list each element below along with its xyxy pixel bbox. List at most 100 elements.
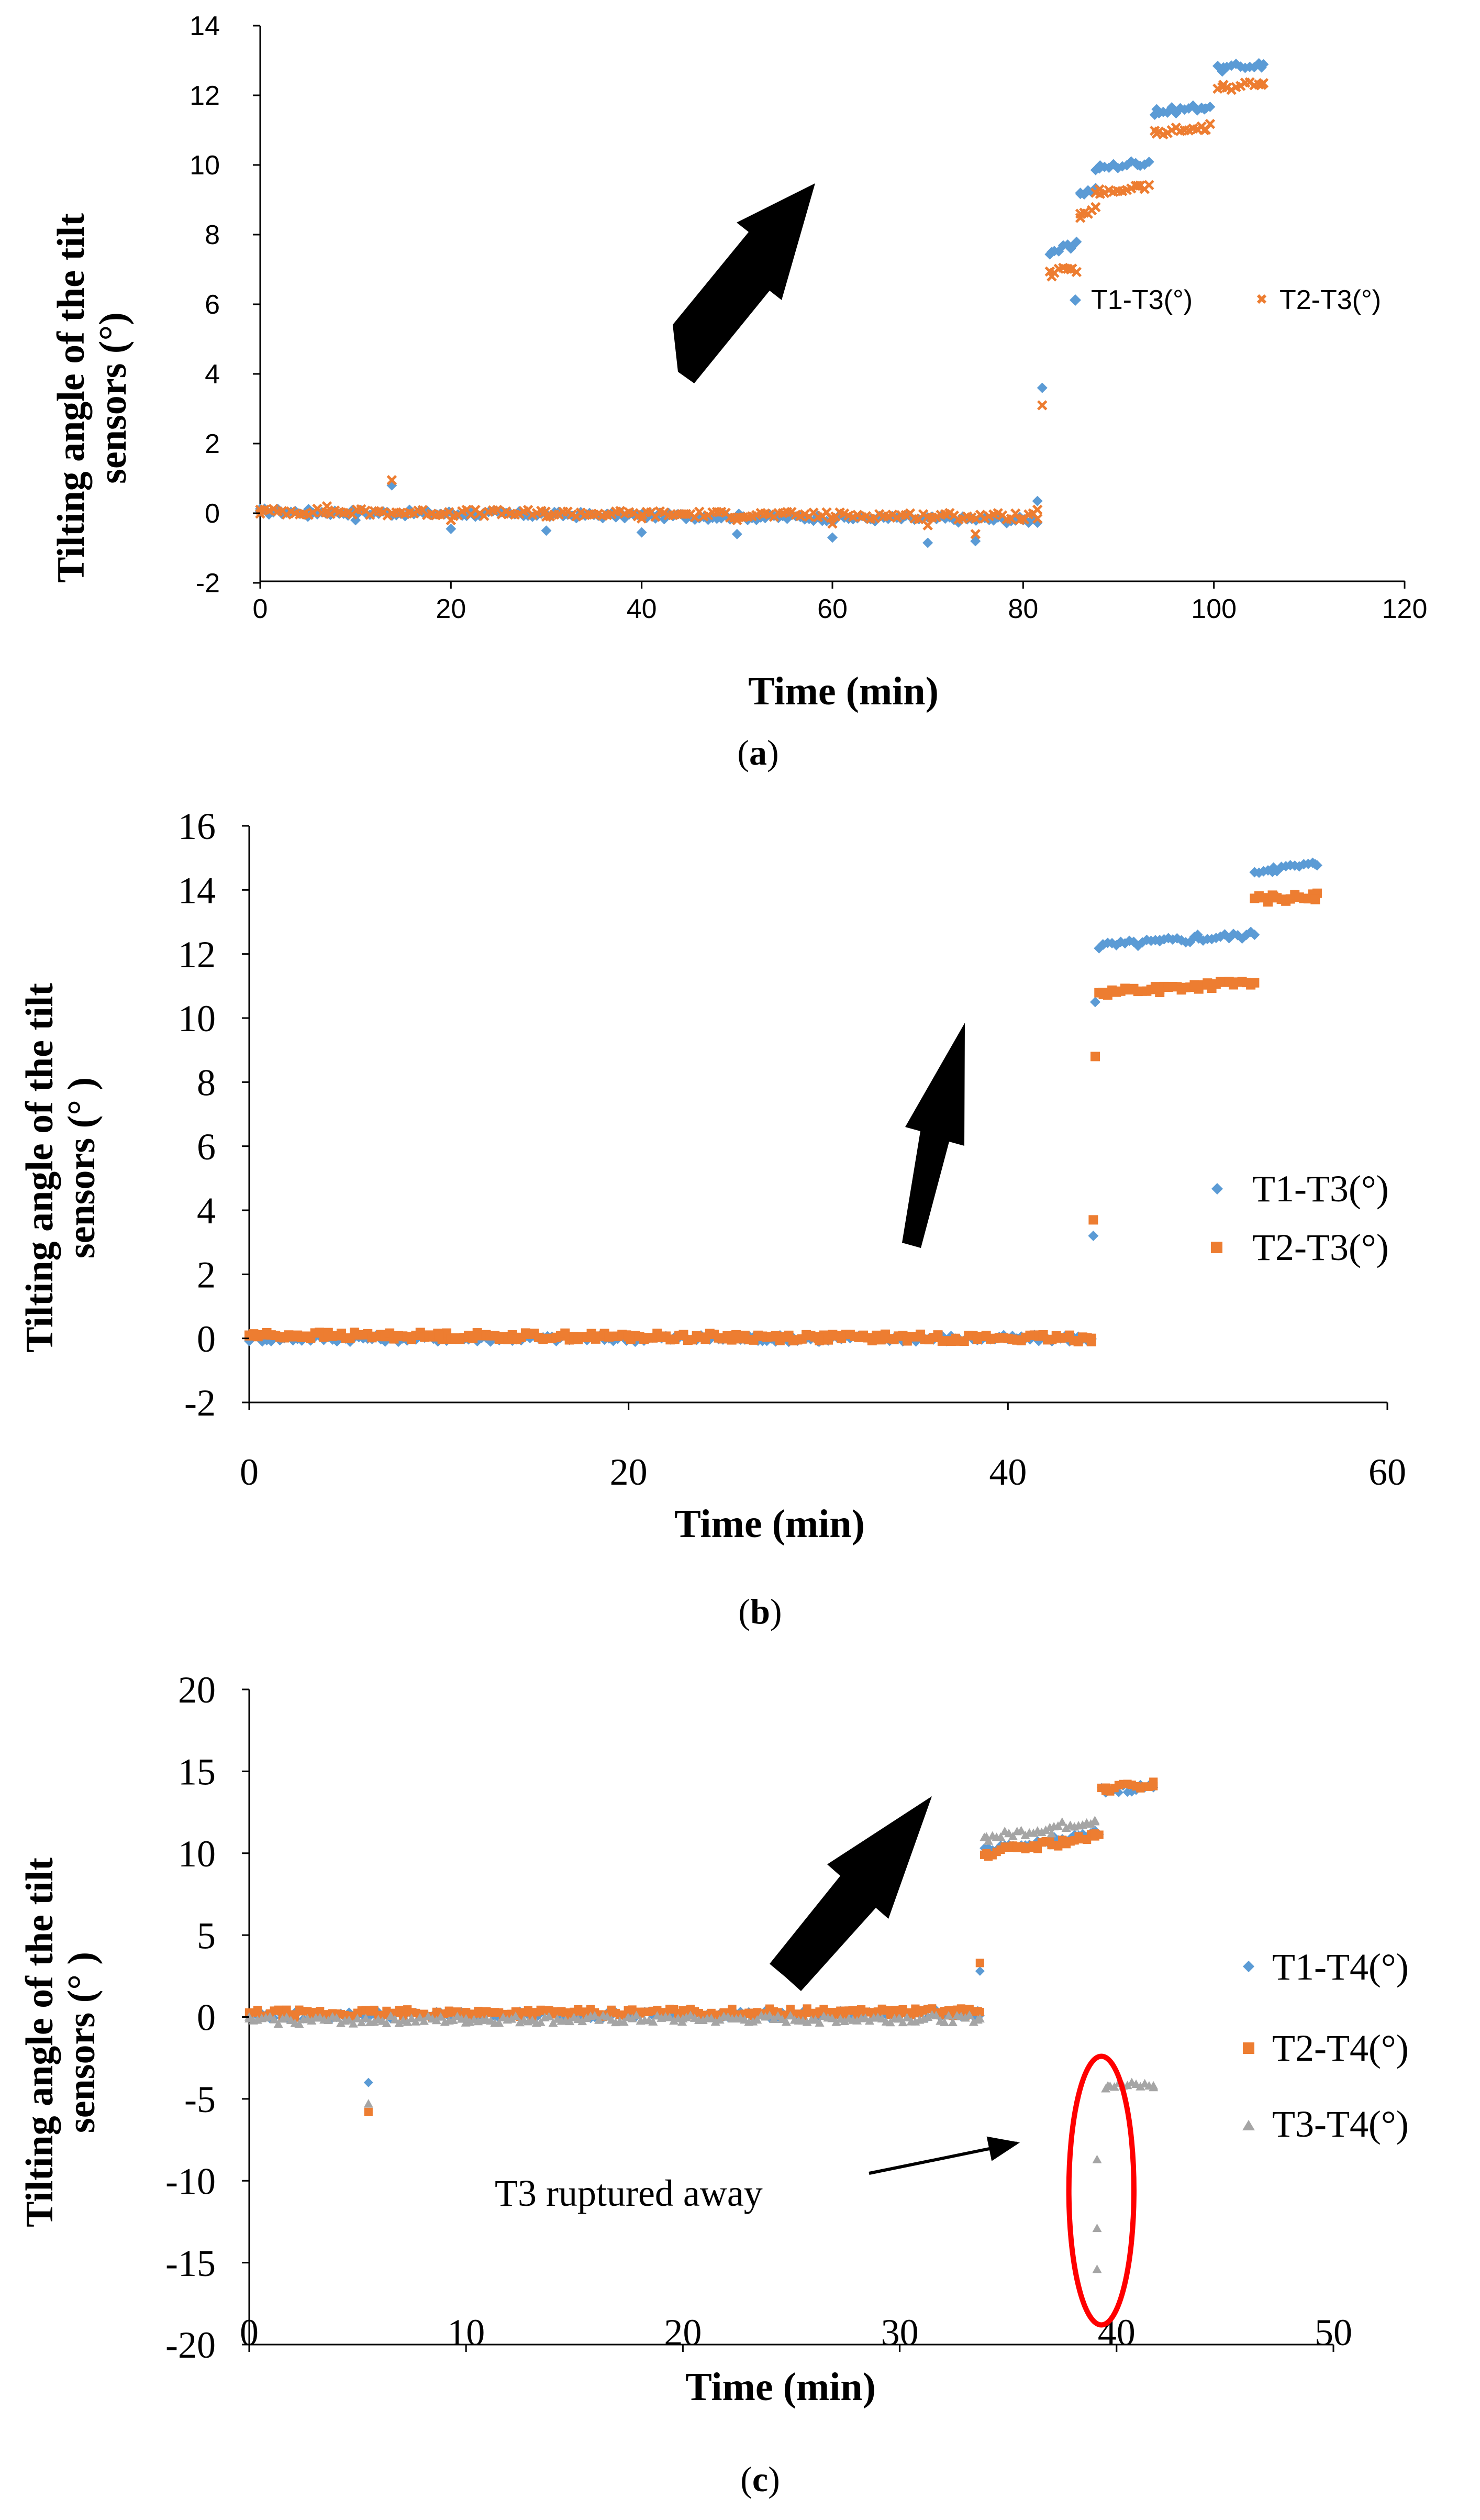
data-point — [541, 525, 552, 536]
data-point — [940, 2017, 950, 2026]
data-point — [1075, 187, 1086, 198]
data-point — [1065, 243, 1076, 254]
y-tick-label: 15 — [178, 1751, 216, 1793]
data-point — [827, 2014, 837, 2022]
chart-c-legend: T1-T4(°) T2-T4(°) T3-T4(°) — [1242, 1946, 1409, 2145]
data-point — [922, 537, 933, 548]
data-point — [1154, 936, 1165, 947]
chart-c-legend-marker-t3 — [1242, 2120, 1255, 2130]
y-tick-label: 10 — [178, 1833, 216, 1875]
data-point — [544, 2011, 554, 2020]
data-point — [321, 501, 332, 512]
chart-a-panel-label: (a) — [737, 733, 778, 772]
data-point — [415, 2013, 425, 2022]
y-tick-label: 12 — [178, 934, 216, 976]
data-point — [1057, 1817, 1067, 1826]
data-point — [1090, 997, 1101, 1008]
x-tick-label: 60 — [1368, 1451, 1406, 1493]
data-point — [1037, 1827, 1047, 1837]
chart-b-ylabel-line2: sensors (° ) — [60, 1077, 103, 1258]
data-point — [1071, 267, 1082, 278]
data-point — [1155, 988, 1165, 998]
data-point — [1250, 978, 1260, 988]
data-point — [1092, 2264, 1102, 2273]
data-point — [1256, 62, 1267, 73]
data-point — [960, 2013, 970, 2022]
data-point — [624, 1332, 633, 1342]
x-tick-label: 10 — [447, 2312, 485, 2353]
y-tick-label: 16 — [178, 805, 216, 847]
data-point — [648, 2017, 658, 2026]
data-point — [462, 2008, 471, 2017]
data-point — [1149, 2081, 1159, 2090]
chart-c-legend-marker-t2 — [1243, 2042, 1254, 2054]
data-point — [1033, 1844, 1042, 1853]
data-point — [1088, 1215, 1098, 1225]
series-T2-T3(°) — [255, 77, 1269, 539]
chart-b-axes — [248, 826, 1387, 1403]
x-tick-label: 20 — [436, 594, 466, 624]
chart-a-legend-marker-t1 — [1070, 294, 1081, 306]
data-point — [877, 2014, 887, 2022]
chart-b-legend-marker-t1 — [1211, 1183, 1223, 1195]
chart-a-ylabel-line1: Tilting angle of the tilt — [50, 213, 93, 583]
y-tick-label: 14 — [178, 870, 216, 912]
y-tick-label: 8 — [197, 1062, 216, 1104]
data-point — [827, 532, 838, 543]
data-point — [1149, 1782, 1158, 1790]
data-point — [1199, 125, 1210, 136]
data-point — [1032, 495, 1043, 506]
y-tick-label: 20 — [178, 1669, 216, 1711]
data-point — [1046, 247, 1057, 258]
chart-b-legend-label-t1: T1-T3(°) — [1252, 1168, 1389, 1210]
chart-c-annotation-text: T3 ruptured away — [495, 2172, 763, 2214]
data-point — [390, 2015, 400, 2024]
chart-a-legend-marker-t2 — [1256, 294, 1267, 304]
data-point — [1054, 1842, 1063, 1851]
chart-b-legend: T1-T3(°) T2-T3(°) — [1211, 1168, 1389, 1268]
data-point — [948, 2017, 958, 2027]
data-point — [956, 2004, 966, 2013]
data-point — [827, 518, 838, 529]
data-point — [752, 2015, 762, 2024]
data-point — [577, 2016, 587, 2026]
chart-a-ylabel-line2: sensors (°) — [92, 312, 135, 484]
data-point — [352, 2014, 362, 2022]
data-point — [1071, 236, 1082, 247]
chart-c-panel-label: (c) — [740, 2459, 780, 2499]
chart-b-ticks: -2 0 2 4 6 8 10 12 14 16 0 20 40 60 — [178, 805, 1406, 1493]
data-point — [728, 2005, 737, 2014]
data-point — [895, 2008, 904, 2017]
data-point — [670, 2005, 678, 2014]
chart-c-ylabel-line1: Tilting angle of the tilt — [18, 1858, 61, 2227]
data-point — [1008, 1831, 1018, 1840]
data-point — [1098, 988, 1108, 998]
x-tick-label: 40 — [989, 1451, 1027, 1493]
data-point — [1020, 1830, 1030, 1839]
data-point — [619, 2017, 629, 2026]
data-point — [1122, 2081, 1132, 2090]
y-tick-label: -2 — [196, 568, 220, 599]
data-point — [294, 2019, 304, 2028]
data-point — [669, 2016, 679, 2025]
data-point — [244, 2014, 254, 2022]
data-point — [1037, 382, 1048, 393]
data-point — [1144, 180, 1154, 191]
data-point — [840, 2016, 850, 2026]
data-point — [1103, 2081, 1113, 2090]
data-point — [765, 2010, 775, 2019]
data-point — [1092, 2223, 1102, 2232]
x-tick-label: 40 — [1098, 2312, 1136, 2353]
data-point — [902, 2013, 912, 2021]
y-tick-label: 2 — [197, 1254, 216, 1296]
y-tick-label: 2 — [205, 429, 220, 459]
data-point — [1032, 513, 1043, 524]
y-tick-label: 4 — [205, 359, 220, 390]
data-point — [494, 2018, 504, 2027]
y-tick-label: 8 — [205, 220, 220, 250]
data-point — [446, 523, 457, 534]
chart-b-legend-marker-t2 — [1211, 1242, 1222, 1253]
data-point — [307, 2016, 317, 2025]
data-point — [975, 1959, 984, 1968]
data-point — [386, 2011, 396, 2020]
